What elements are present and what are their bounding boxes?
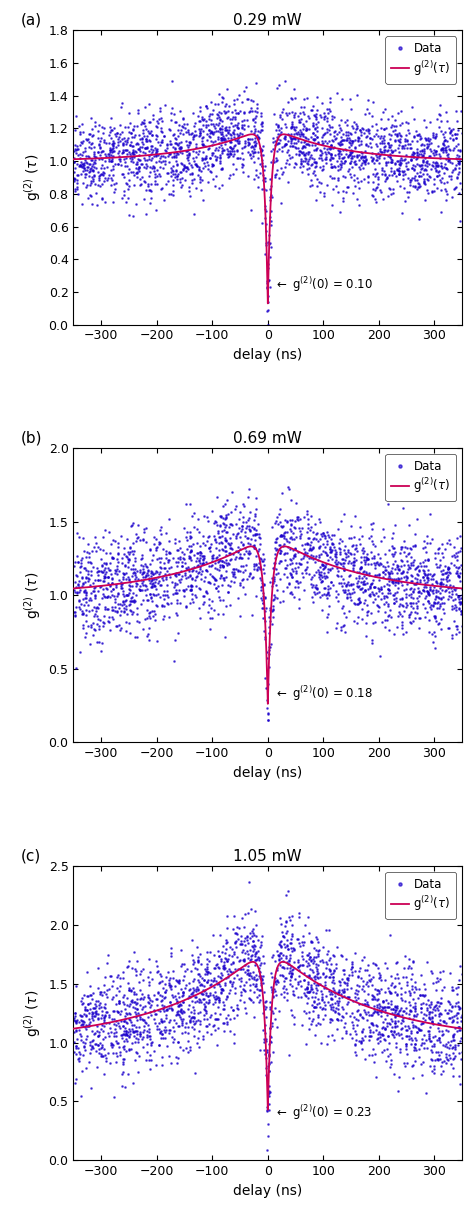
Data — [287, 521, 292, 536]
g$^{(2)}$($\tau$) — [265, 296, 271, 311]
Data — [246, 522, 252, 537]
g$^{(2)}$($\tau$) — [211, 554, 217, 569]
Data — [246, 875, 252, 889]
g$^{(2)}$($\tau$) — [248, 539, 254, 554]
g$^{(2)}$($\tau$) — [90, 580, 96, 594]
g$^{(2)}$($\tau$) — [459, 581, 465, 595]
Data — [155, 987, 161, 1001]
g$^{(2)}$($\tau$) — [211, 137, 217, 152]
Text: (c): (c) — [21, 848, 41, 863]
Data — [121, 604, 127, 618]
Legend: Data, g$^{(2)}$($\tau$): Data, g$^{(2)}$($\tau$) — [385, 36, 456, 84]
Legend: Data, g$^{(2)}$($\tau$): Data, g$^{(2)}$($\tau$) — [385, 872, 456, 920]
g$^{(2)}$($\tau$) — [459, 152, 465, 166]
g$^{(2)}$($\tau$) — [71, 581, 76, 595]
X-axis label: delay (ns): delay (ns) — [233, 347, 302, 362]
g$^{(2)}$($\tau$) — [265, 1102, 271, 1117]
Title: 1.05 mW: 1.05 mW — [234, 848, 302, 864]
g$^{(2)}$($\tau$) — [318, 137, 323, 152]
Text: (a): (a) — [21, 12, 42, 28]
Data — [358, 149, 364, 164]
Data — [85, 996, 91, 1011]
Line: g$^{(2)}$($\tau$): g$^{(2)}$($\tau$) — [73, 962, 462, 1109]
X-axis label: delay (ns): delay (ns) — [233, 765, 302, 780]
Title: 0.29 mW: 0.29 mW — [233, 13, 302, 28]
Line: Data: Data — [73, 486, 464, 722]
Data — [196, 581, 201, 595]
Data — [265, 713, 271, 728]
Line: Data: Data — [72, 79, 463, 326]
g$^{(2)}$($\tau$) — [380, 571, 385, 586]
Y-axis label: g$^{(2)}$ ($\tau$): g$^{(2)}$ ($\tau$) — [22, 154, 43, 202]
Data — [285, 480, 291, 495]
Text: (b): (b) — [21, 430, 43, 445]
Data — [155, 115, 161, 130]
Line: Data: Data — [72, 881, 464, 1152]
Data — [158, 1024, 164, 1039]
g$^{(2)}$($\tau$) — [359, 145, 365, 159]
Data — [265, 317, 271, 332]
Data — [230, 141, 236, 156]
g$^{(2)}$($\tau$) — [71, 152, 76, 166]
Data — [287, 552, 293, 566]
g$^{(2)}$($\tau$) — [90, 1018, 96, 1033]
Line: g$^{(2)}$($\tau$): g$^{(2)}$($\tau$) — [73, 547, 462, 703]
Data — [154, 1022, 160, 1036]
Text: $\leftarrow$ g$^{(2)}$(0) = 0.18: $\leftarrow$ g$^{(2)}$(0) = 0.18 — [274, 684, 374, 703]
g$^{(2)}$($\tau$) — [380, 1005, 385, 1019]
Data — [306, 139, 312, 153]
Data — [432, 130, 438, 145]
g$^{(2)}$($\tau$) — [301, 132, 306, 147]
g$^{(2)}$($\tau$) — [249, 128, 255, 142]
Line: g$^{(2)}$($\tau$): g$^{(2)}$($\tau$) — [73, 135, 462, 304]
g$^{(2)}$($\tau$) — [380, 147, 385, 162]
g$^{(2)}$($\tau$) — [265, 696, 271, 711]
Data — [264, 1143, 270, 1158]
Text: $\leftarrow$ g$^{(2)}$(0) = 0.10: $\leftarrow$ g$^{(2)}$(0) = 0.10 — [274, 275, 374, 294]
Data — [127, 1030, 132, 1045]
g$^{(2)}$($\tau$) — [318, 978, 323, 993]
g$^{(2)}$($\tau$) — [250, 955, 255, 970]
Data — [262, 1034, 267, 1049]
Y-axis label: g$^{(2)}$ ($\tau$): g$^{(2)}$ ($\tau$) — [22, 989, 43, 1036]
Data — [130, 142, 136, 157]
g$^{(2)}$($\tau$) — [301, 967, 306, 982]
g$^{(2)}$($\tau$) — [301, 547, 306, 561]
Data — [190, 151, 195, 165]
g$^{(2)}$($\tau$) — [459, 1022, 465, 1036]
Legend: Data, g$^{(2)}$($\tau$): Data, g$^{(2)}$($\tau$) — [385, 454, 456, 502]
g$^{(2)}$($\tau$) — [359, 998, 365, 1012]
g$^{(2)}$($\tau$) — [71, 1022, 76, 1036]
g$^{(2)}$($\tau$) — [318, 554, 323, 569]
Data — [296, 968, 301, 983]
g$^{(2)}$($\tau$) — [359, 566, 365, 581]
g$^{(2)}$($\tau$) — [90, 151, 96, 165]
g$^{(2)}$($\tau$) — [211, 978, 217, 993]
Data — [283, 73, 288, 87]
Data — [458, 558, 464, 572]
Y-axis label: g$^{(2)}$ ($\tau$): g$^{(2)}$ ($\tau$) — [22, 571, 43, 620]
Text: $\leftarrow$ g$^{(2)}$(0) = 0.23: $\leftarrow$ g$^{(2)}$(0) = 0.23 — [274, 1103, 373, 1121]
Data — [200, 987, 206, 1001]
Data — [358, 554, 364, 569]
Data — [203, 563, 209, 577]
X-axis label: delay (ns): delay (ns) — [233, 1183, 302, 1198]
Data — [428, 135, 434, 149]
Title: 0.69 mW: 0.69 mW — [233, 430, 302, 446]
